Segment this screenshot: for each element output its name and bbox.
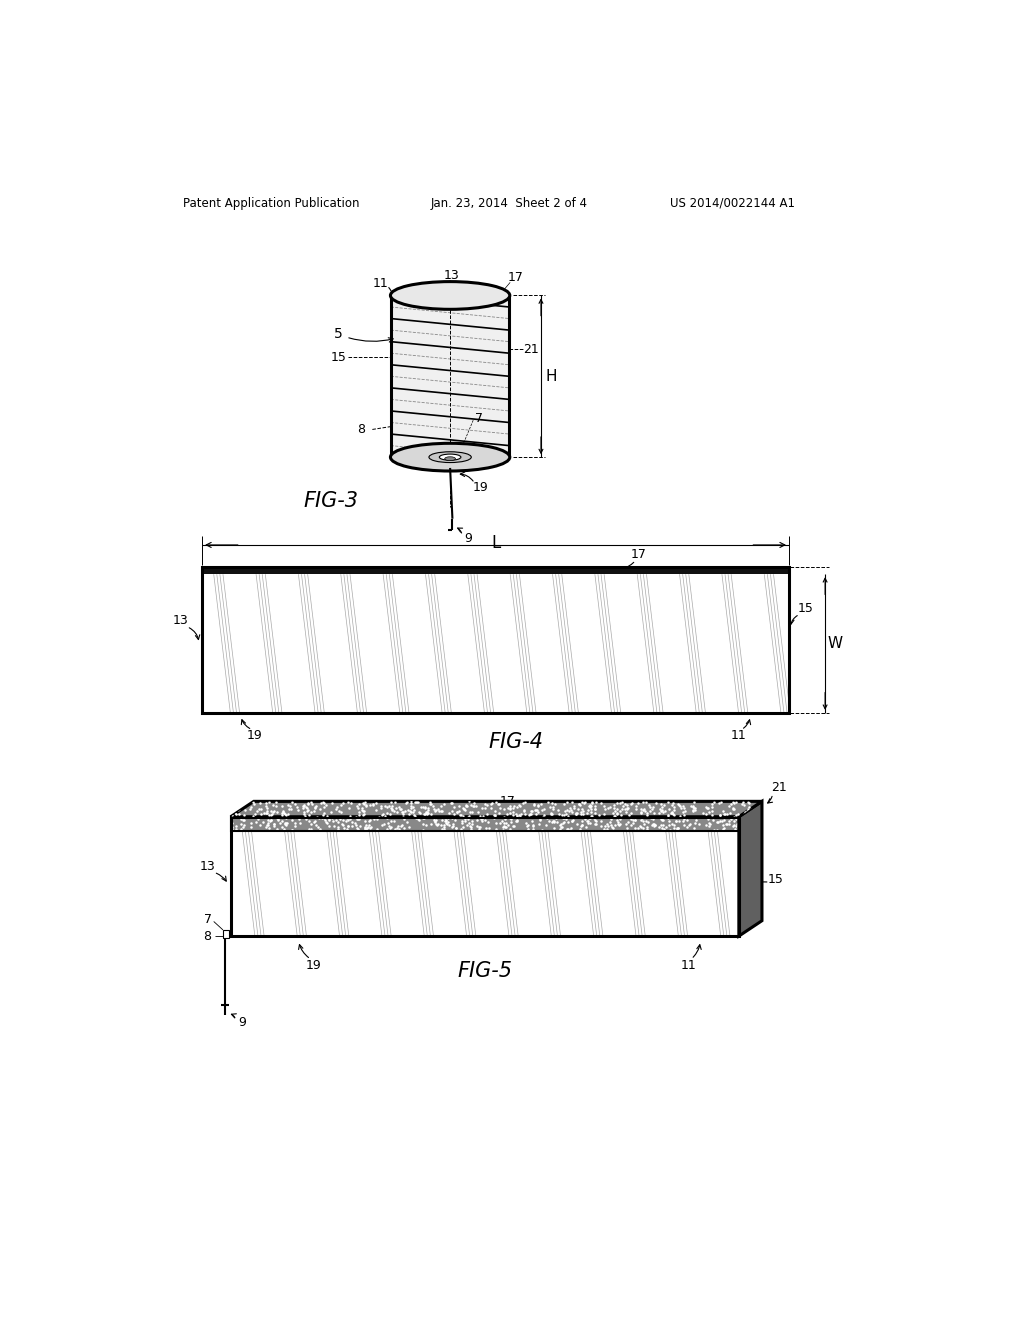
- Text: 15: 15: [798, 602, 814, 615]
- Bar: [391, 296, 510, 457]
- Text: 17: 17: [508, 271, 523, 284]
- Text: 19: 19: [473, 482, 488, 495]
- Text: 11: 11: [681, 958, 696, 972]
- Bar: [230, 817, 739, 936]
- Text: 5: 5: [334, 327, 343, 341]
- Text: W: W: [827, 636, 843, 651]
- Text: L: L: [490, 535, 500, 552]
- Text: 13: 13: [200, 861, 215, 874]
- Bar: [223, 929, 229, 937]
- Text: 9: 9: [465, 532, 472, 545]
- Text: 8: 8: [357, 422, 366, 436]
- Text: 11: 11: [373, 277, 389, 289]
- Text: 19: 19: [306, 958, 322, 972]
- Text: 15: 15: [331, 351, 346, 363]
- Bar: [230, 817, 739, 936]
- Polygon shape: [230, 801, 762, 817]
- Bar: [202, 566, 788, 713]
- Text: 7: 7: [475, 412, 483, 425]
- Text: 17: 17: [500, 795, 516, 808]
- Text: 7: 7: [204, 913, 212, 927]
- Bar: [230, 817, 739, 830]
- Text: 19: 19: [247, 730, 262, 742]
- Text: 13: 13: [173, 614, 188, 627]
- Ellipse shape: [444, 457, 456, 461]
- Text: US 2014/0022144 A1: US 2014/0022144 A1: [670, 197, 795, 210]
- Text: H: H: [545, 368, 557, 384]
- Text: 9: 9: [239, 1016, 246, 1028]
- Ellipse shape: [439, 454, 461, 461]
- Ellipse shape: [390, 281, 510, 309]
- Bar: [230, 817, 739, 830]
- Text: 21: 21: [771, 781, 786, 795]
- Bar: [202, 566, 788, 713]
- Ellipse shape: [429, 451, 471, 462]
- Text: Jan. 23, 2014  Sheet 2 of 4: Jan. 23, 2014 Sheet 2 of 4: [431, 197, 588, 210]
- Text: FIG-4: FIG-4: [488, 733, 543, 752]
- Ellipse shape: [390, 444, 510, 471]
- Text: 17: 17: [631, 548, 647, 561]
- Polygon shape: [739, 801, 762, 936]
- Text: 13: 13: [443, 269, 460, 282]
- Text: Patent Application Publication: Patent Application Publication: [183, 197, 359, 210]
- Text: 21: 21: [523, 343, 539, 356]
- Bar: [202, 566, 788, 574]
- Text: FIG-5: FIG-5: [458, 961, 512, 981]
- Text: 15: 15: [768, 874, 783, 887]
- Text: 8: 8: [204, 929, 212, 942]
- Text: FIG-3: FIG-3: [303, 491, 358, 511]
- Text: 11: 11: [731, 730, 746, 742]
